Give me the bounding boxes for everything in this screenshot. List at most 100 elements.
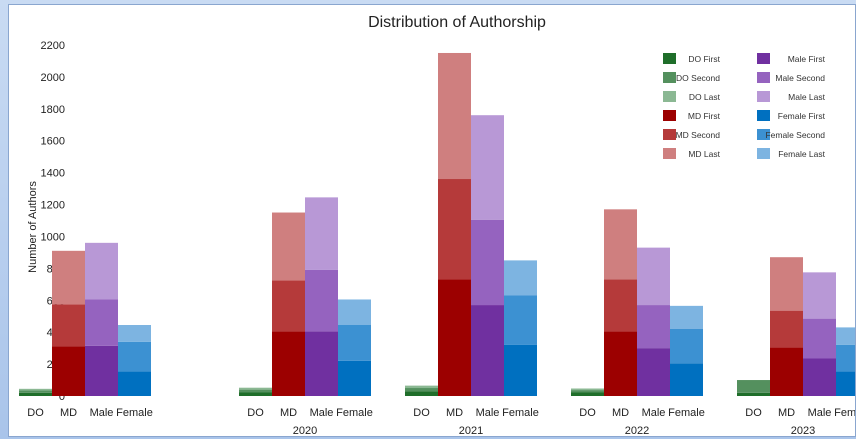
legend-swatch <box>757 72 770 83</box>
legend-swatch <box>757 148 770 159</box>
year-label: 2022 <box>625 425 649 437</box>
bar-segment <box>438 279 471 396</box>
category-label: MD <box>280 407 297 419</box>
bar-segment <box>438 179 471 280</box>
category-label: Female <box>502 407 539 419</box>
y-axis-title: Number of Authors <box>27 181 39 273</box>
category-label: DO <box>247 407 264 419</box>
category-label: DO <box>27 407 44 419</box>
bars-layer <box>19 52 855 396</box>
category-label: DO <box>579 407 596 419</box>
legend-label: Male Last <box>788 92 825 102</box>
bar-segment <box>305 197 338 270</box>
bar-segment <box>52 346 85 396</box>
legend-label: MD Second <box>676 130 721 140</box>
bar-segment <box>770 347 803 396</box>
bar-segment <box>803 272 836 319</box>
legend-label: DO Second <box>676 73 720 83</box>
category-labels: DO MD Male Female DO MD Male Female DO MD Male Fema… <box>27 407 856 419</box>
bar-segment <box>239 392 272 396</box>
bar-segment <box>737 380 770 393</box>
bar-segment <box>19 388 52 391</box>
bar-segment <box>438 52 471 180</box>
category-label: DO <box>413 407 430 419</box>
bar-segment <box>604 209 637 280</box>
legend-swatch <box>663 72 676 83</box>
legend-swatch <box>757 53 770 64</box>
legend-label: Female First <box>778 111 826 121</box>
bar-segment <box>118 371 151 396</box>
bar-segment <box>85 242 118 300</box>
legend-label: MD First <box>688 111 721 121</box>
y-tick-label: 1800 <box>41 104 65 116</box>
bar-segment <box>604 279 637 332</box>
year-label: 2023 <box>791 425 815 437</box>
bar-segment <box>836 344 855 372</box>
bar-segment <box>305 269 338 332</box>
legend-label: DO Last <box>689 92 721 102</box>
bar-segment <box>504 344 537 396</box>
bar-segment <box>272 212 305 281</box>
y-tick-label: 1200 <box>41 200 65 212</box>
bar-segment <box>272 280 305 332</box>
bar-segment <box>338 325 371 361</box>
legend-swatch <box>663 129 676 140</box>
bar-segment <box>504 295 537 345</box>
category-label: DO <box>745 407 762 419</box>
bar-segment <box>637 305 670 349</box>
category-label: Male <box>476 407 500 419</box>
bar-segment <box>52 304 85 347</box>
legend-swatch <box>663 110 676 121</box>
legend-swatch <box>663 148 676 159</box>
bar-segment <box>405 388 438 392</box>
bar-segment <box>770 310 803 348</box>
bar-segment <box>571 390 604 393</box>
legend-label: Female Second <box>765 130 825 140</box>
category-label: Female <box>668 407 705 419</box>
y-tick-label: 1600 <box>41 136 65 148</box>
bar-segment <box>19 392 52 396</box>
y-tick-label: 2000 <box>41 72 65 84</box>
bar-segment <box>670 363 703 396</box>
bar-segment <box>770 257 803 311</box>
bar-segment <box>471 115 504 220</box>
category-label: Male <box>90 407 114 419</box>
y-tick-label: 1000 <box>41 231 65 243</box>
chart-title: Distribution of Authorship <box>368 14 546 31</box>
bar-segment <box>803 358 836 396</box>
legend-swatch <box>757 91 770 102</box>
bar-segment <box>471 219 504 306</box>
bar-segment <box>85 345 118 396</box>
bar-segment <box>118 325 151 342</box>
legend-label: Male First <box>788 54 826 64</box>
chart-canvas: Distribution of Authorship Number of Aut… <box>19 14 856 437</box>
category-label: Male <box>642 407 666 419</box>
bar-segment <box>737 392 770 396</box>
category-label: Male <box>310 407 334 419</box>
bar-segment <box>571 392 604 396</box>
bar-segment <box>637 348 670 396</box>
legend-label: MD Last <box>688 149 720 159</box>
bar-segment <box>118 341 151 372</box>
category-label: MD <box>778 407 795 419</box>
bar-segment <box>405 391 438 396</box>
bar-segment <box>604 331 637 396</box>
category-label: MD <box>612 407 629 419</box>
bar-segment <box>19 390 52 393</box>
category-label: MD <box>60 407 77 419</box>
category-label: Female <box>116 407 153 419</box>
legend-swatch <box>757 129 770 140</box>
bar-segment <box>52 250 85 305</box>
category-label: Female <box>336 407 373 419</box>
bar-segment <box>670 305 703 329</box>
bar-segment <box>836 327 855 345</box>
year-label: 2021 <box>459 425 483 437</box>
legend: DO First DO Second DO Last MD First MD Secon… <box>663 53 826 159</box>
year-label: 2020 <box>293 425 317 437</box>
legend-swatch <box>663 91 676 102</box>
category-label: Female <box>834 407 856 419</box>
bar-segment <box>338 299 371 326</box>
bar-segment <box>338 360 371 396</box>
legend-label: Male Second <box>775 73 825 83</box>
year-labels: 2020 2021 2022 2023 <box>293 425 815 437</box>
